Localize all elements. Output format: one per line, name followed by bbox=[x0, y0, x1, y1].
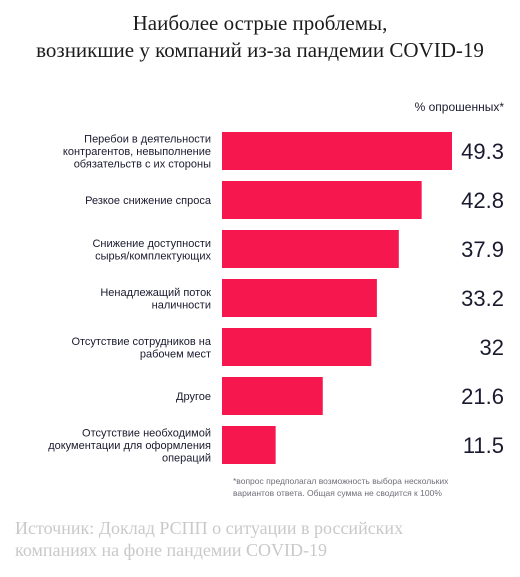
bar bbox=[222, 328, 372, 366]
source-line-1: Источник: Доклад РСПП о ситуации в росси… bbox=[15, 518, 404, 538]
value-label: 42.8 bbox=[461, 188, 504, 213]
category-label: Снижение доступности bbox=[92, 238, 211, 250]
bar bbox=[222, 181, 422, 219]
value-label: 32 bbox=[480, 335, 504, 360]
category-label: контрагентов, невыполнение bbox=[63, 146, 211, 158]
footnote-line-2: вариантов ответа. Общая сумма не сводитс… bbox=[233, 488, 442, 498]
footnote-line-1: *вопрос предполагал возможность выбора н… bbox=[233, 476, 449, 486]
source-note: Источник: Доклад РСПП о ситуации в росси… bbox=[15, 517, 505, 561]
bar bbox=[222, 132, 452, 170]
bar bbox=[222, 377, 323, 415]
category-label: Отсутствие необходимой bbox=[82, 428, 211, 440]
category-label: Резкое снижение спроса bbox=[85, 195, 212, 207]
bar bbox=[222, 230, 399, 268]
category-label: Ненадлежащий поток bbox=[100, 287, 211, 299]
category-label: обязательств с их стороны bbox=[74, 159, 211, 171]
chart-title-line-2: возникшие у компаний из-за пандемии COVI… bbox=[36, 38, 484, 62]
value-label: 49.3 bbox=[461, 139, 504, 164]
category-label: Отсутствие сотрудников на bbox=[71, 336, 211, 348]
unit-label: % опрошенных* bbox=[414, 100, 504, 114]
bar bbox=[222, 426, 276, 464]
value-label: 21.6 bbox=[461, 384, 504, 409]
source-line-2: компаниях на фоне пандемии COVID-19 bbox=[15, 540, 328, 560]
value-label: 11.5 bbox=[463, 433, 504, 458]
value-label: 33.2 bbox=[461, 286, 504, 311]
category-label: рабочем мест bbox=[140, 348, 211, 360]
category-label: сырья/комплектующих bbox=[95, 250, 211, 262]
bar bbox=[222, 279, 377, 317]
category-label: наличности bbox=[152, 299, 211, 311]
category-label: документации для оформления bbox=[48, 440, 211, 452]
category-label: Перебои в деятельности bbox=[84, 134, 211, 146]
category-label: операций bbox=[162, 453, 211, 465]
category-label: Другое bbox=[176, 391, 211, 403]
chart-title: Наиболее острые проблемы, возникшие у ко… bbox=[0, 10, 520, 64]
value-label: 37.9 bbox=[461, 237, 504, 262]
footnote: *вопрос предполагал возможность выбора н… bbox=[233, 475, 503, 499]
chart-title-line-1: Наиболее острые проблемы, bbox=[132, 11, 388, 35]
